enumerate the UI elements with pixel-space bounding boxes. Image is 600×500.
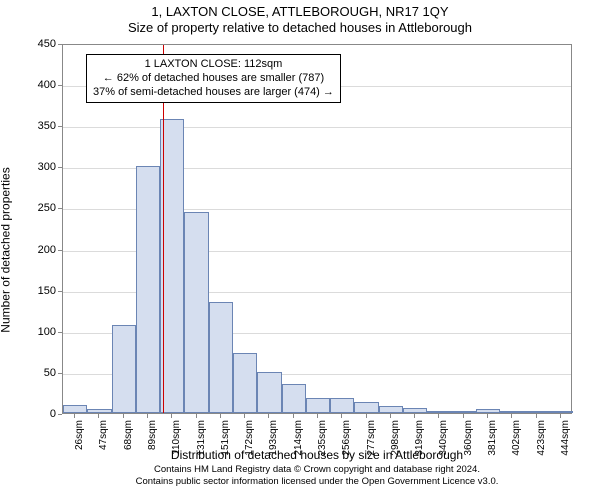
histogram-bar <box>452 411 476 413</box>
y-tick-mark <box>58 167 62 168</box>
x-axis-label: Distribution of detached houses by size … <box>62 448 572 462</box>
reference-callout-line1: 1 LAXTON CLOSE: 112sqm <box>93 58 334 72</box>
histogram-bar <box>379 406 403 413</box>
x-tick-mark <box>438 414 439 418</box>
x-tick-mark <box>244 414 245 418</box>
x-tick-mark <box>560 414 561 418</box>
y-tick-mark <box>58 85 62 86</box>
x-tick-mark <box>74 414 75 418</box>
y-tick-label: 0 <box>16 408 56 420</box>
histogram-bar <box>63 405 87 413</box>
x-tick-mark <box>123 414 124 418</box>
x-tick-mark <box>487 414 488 418</box>
x-tick-mark <box>317 414 318 418</box>
histogram-bar <box>403 408 427 413</box>
y-tick-label: 300 <box>16 161 56 173</box>
histogram-bar <box>209 302 233 413</box>
histogram-bar <box>257 372 281 413</box>
chart-title-sub: Size of property relative to detached ho… <box>0 20 600 35</box>
x-tick-mark <box>171 414 172 418</box>
chart-title-main: 1, LAXTON CLOSE, ATTLEBOROUGH, NR17 1QY <box>0 4 600 19</box>
y-tick-label: 450 <box>16 38 56 50</box>
x-tick-mark <box>536 414 537 418</box>
x-tick-mark <box>147 414 148 418</box>
y-tick-label: 250 <box>16 202 56 214</box>
footer-line2: Contains public sector information licen… <box>62 476 572 488</box>
histogram-bar <box>306 398 330 413</box>
footer-line1: Contains HM Land Registry data © Crown c… <box>62 464 572 476</box>
x-tick-mark <box>268 414 269 418</box>
y-tick-mark <box>58 208 62 209</box>
x-tick-mark <box>98 414 99 418</box>
histogram-bar <box>330 398 354 413</box>
histogram-bar <box>282 384 306 413</box>
histogram-bar <box>112 325 136 413</box>
y-tick-mark <box>58 126 62 127</box>
y-tick-mark <box>58 373 62 374</box>
x-tick-mark <box>463 414 464 418</box>
y-tick-label: 100 <box>16 326 56 338</box>
histogram-bar <box>233 353 257 413</box>
y-tick-mark <box>58 44 62 45</box>
histogram-bar <box>87 409 111 413</box>
x-tick-mark <box>341 414 342 418</box>
y-tick-label: 200 <box>16 244 56 256</box>
x-tick-mark <box>511 414 512 418</box>
x-tick-mark <box>220 414 221 418</box>
histogram-bar <box>500 411 524 413</box>
y-tick-label: 350 <box>16 120 56 132</box>
y-tick-label: 50 <box>16 367 56 379</box>
x-tick-mark <box>366 414 367 418</box>
reference-callout: 1 LAXTON CLOSE: 112sqm ← 62% of detached… <box>86 54 341 103</box>
footer-attribution: Contains HM Land Registry data © Crown c… <box>62 464 572 488</box>
y-tick-mark <box>58 250 62 251</box>
histogram-bar <box>476 409 500 413</box>
y-axis-label-wrap: Number of detached properties <box>0 0 16 500</box>
histogram-bar <box>136 166 160 413</box>
y-tick-label: 400 <box>16 79 56 91</box>
histogram-bar <box>524 411 548 413</box>
histogram-bar <box>184 212 208 413</box>
chart-container: 1, LAXTON CLOSE, ATTLEBOROUGH, NR17 1QY … <box>0 0 600 500</box>
x-tick-mark <box>293 414 294 418</box>
histogram-bar <box>549 411 573 413</box>
histogram-bar <box>427 411 451 413</box>
histogram-bar <box>354 402 378 413</box>
reference-callout-line2: ← 62% of detached houses are smaller (78… <box>93 72 334 86</box>
y-axis-label: Number of detached properties <box>0 167 13 332</box>
x-tick-mark <box>414 414 415 418</box>
x-tick-mark <box>196 414 197 418</box>
gridline-h <box>63 127 571 128</box>
y-tick-mark <box>58 332 62 333</box>
y-tick-mark <box>58 414 62 415</box>
y-tick-mark <box>58 291 62 292</box>
reference-callout-line3: 37% of semi-detached houses are larger (… <box>93 86 334 100</box>
y-tick-label: 150 <box>16 285 56 297</box>
x-tick-mark <box>390 414 391 418</box>
